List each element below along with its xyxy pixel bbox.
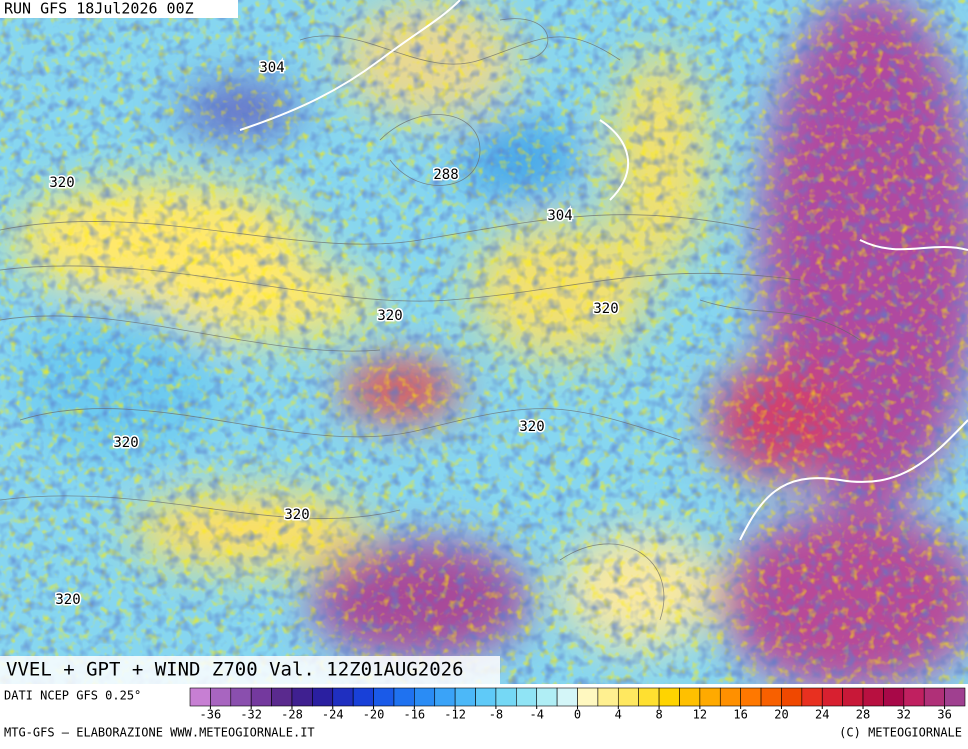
colorbar-swatch [536, 687, 558, 707]
colorbar-swatch [883, 687, 905, 707]
colorbar-tick-label: 20 [774, 708, 788, 722]
contours [239, 0, 968, 541]
colorbar-swatch [638, 687, 660, 707]
title-box [0, 656, 500, 684]
contour-label: 320 [55, 592, 80, 608]
colorbar-tick-label: 16 [733, 708, 747, 722]
colorbar-tick-label: -24 [322, 708, 344, 722]
colorbar-swatch [271, 687, 293, 707]
colorbar-swatch [516, 687, 538, 707]
run-box [0, 0, 238, 18]
colorbar-tick-label: 28 [856, 708, 870, 722]
streamlines [0, 18, 861, 621]
colorbar-tick-label: -12 [444, 708, 466, 722]
colorbar-swatch [414, 687, 436, 707]
colorbar-swatch [842, 687, 864, 707]
colorbar-swatch [903, 687, 925, 707]
contour-label: 288 [433, 167, 458, 183]
colorbar-swatch [760, 687, 782, 707]
contour-label: 320 [284, 507, 309, 523]
colorbar-tick-label: -28 [281, 708, 303, 722]
colorbar-swatch [312, 687, 334, 707]
colorbar-tick-label: 36 [937, 708, 951, 722]
contour-label: 320 [519, 419, 544, 435]
colorbar-swatch [801, 687, 823, 707]
colorbar-swatch [454, 687, 476, 707]
colorbar-tick-label: -8 [489, 708, 503, 722]
contour-label: 304 [259, 60, 284, 76]
colorbar-swatch [944, 687, 966, 707]
map-title: VVEL + GPT + WIND Z700 Val. 12Z01AUG2026 [6, 659, 464, 681]
colorbar-swatch [617, 687, 639, 707]
colorbar-swatch [210, 687, 232, 707]
credit-label: MTG-GFS — ELABORAZIONE WWW.METEOGIORNALE… [4, 726, 315, 740]
run-label: RUN GFS 18Jul2026 00Z [4, 0, 194, 18]
colorbar-tick-label: 4 [615, 708, 622, 722]
colorbar-swatch [923, 687, 945, 707]
colorbar-swatch [781, 687, 803, 707]
colorbar-tick-label: 32 [897, 708, 911, 722]
colorbar: -36 -32 -28 -24 -20 -16 -12 -8 -4 0 4 8 12 16 20 24 28 32… [189, 687, 966, 722]
colorbar-swatch [332, 687, 354, 707]
colorbar-swatch [719, 687, 741, 707]
colorbar-swatch [862, 687, 884, 707]
contour-label: 320 [377, 308, 402, 324]
colorbar-tick-label: -16 [403, 708, 425, 722]
colorbar-tick-label: -20 [363, 708, 385, 722]
colorbar-tick-label: 8 [655, 708, 662, 722]
colorbar-swatch [597, 687, 619, 707]
colorbar-swatch [352, 687, 374, 707]
colorbar-swatch [291, 687, 313, 707]
colorbar-swatch [250, 687, 272, 707]
contour-label: 304 [547, 208, 572, 224]
colorbar-swatch [821, 687, 843, 707]
colorbar-swatch [434, 687, 456, 707]
colorbar-tick-label: -4 [529, 708, 543, 722]
colorbar-swatch [699, 687, 721, 707]
map-field [0, 0, 968, 684]
contour-label: 320 [593, 301, 618, 317]
colorbar-tick-label: 24 [815, 708, 829, 722]
colorbar-swatch [658, 687, 680, 707]
colorbar-swatch [740, 687, 762, 707]
colorbar-swatch [189, 687, 211, 707]
colorbar-tick-label: 12 [693, 708, 707, 722]
colorbar-tick-label: -36 [200, 708, 222, 722]
colorbar-tick-label: -32 [240, 708, 262, 722]
source-label: DATI NCEP GFS 0.25° [4, 689, 141, 703]
colorbar-swatch [679, 687, 701, 707]
contour-label: 320 [49, 175, 74, 191]
contour-labels: 304 288 304 320 320 320 320 320 320 320 [48, 59, 620, 610]
copyright-label: (C) METEOGIORNALE [839, 726, 962, 740]
colorbar-swatch [373, 687, 395, 707]
colorbar-swatch [556, 687, 578, 707]
contour-label: 320 [113, 435, 138, 451]
colorbar-swatch [577, 687, 599, 707]
colorbar-swatch [230, 687, 252, 707]
colorbar-swatch [495, 687, 517, 707]
colorbar-swatch [475, 687, 497, 707]
colorbar-swatch [393, 687, 415, 707]
colorbar-tick-label: 0 [574, 708, 581, 722]
